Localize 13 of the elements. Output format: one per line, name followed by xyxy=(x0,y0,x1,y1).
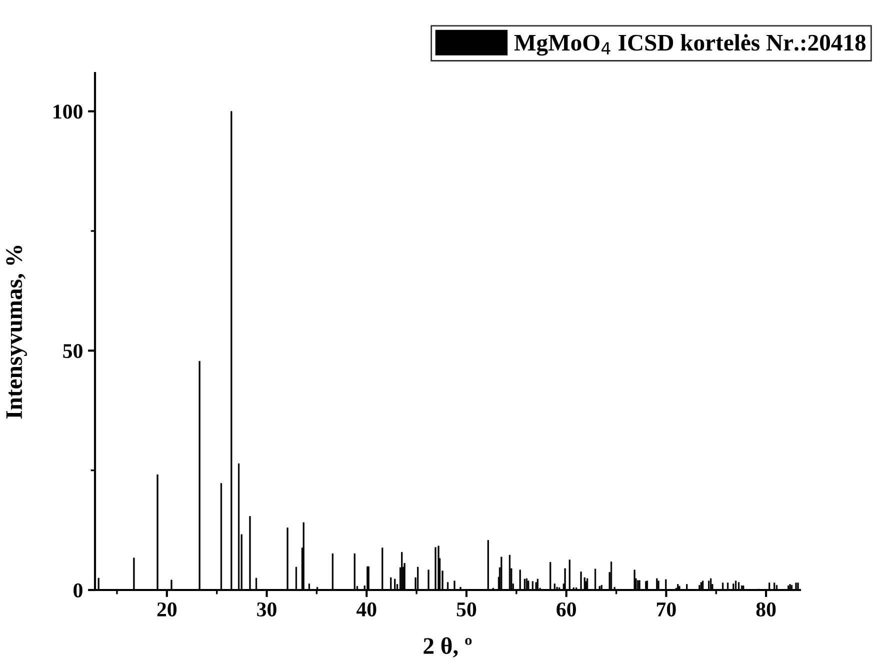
y-axis-title: Intensyvumas, % xyxy=(6,246,27,419)
y-tick-label: 100 xyxy=(54,104,82,119)
x-tick-label: 70 xyxy=(656,602,676,616)
x-tick-label: 20 xyxy=(157,602,177,616)
x-tick-label: 50 xyxy=(456,602,476,616)
x-tick-label: 40 xyxy=(356,602,376,616)
x-axis-title: 2 θ, º xyxy=(424,637,472,658)
x-tick-label: 80 xyxy=(756,602,776,616)
x-tick-label: 30 xyxy=(257,602,276,616)
x-tick-label: 60 xyxy=(556,602,576,616)
y-tick-label: 50 xyxy=(63,344,82,358)
legend-label: MgMoO$_{4}$ ICSD kortelės Nr.:20418 xyxy=(514,34,866,56)
y-tick-label: 0 xyxy=(74,583,82,598)
